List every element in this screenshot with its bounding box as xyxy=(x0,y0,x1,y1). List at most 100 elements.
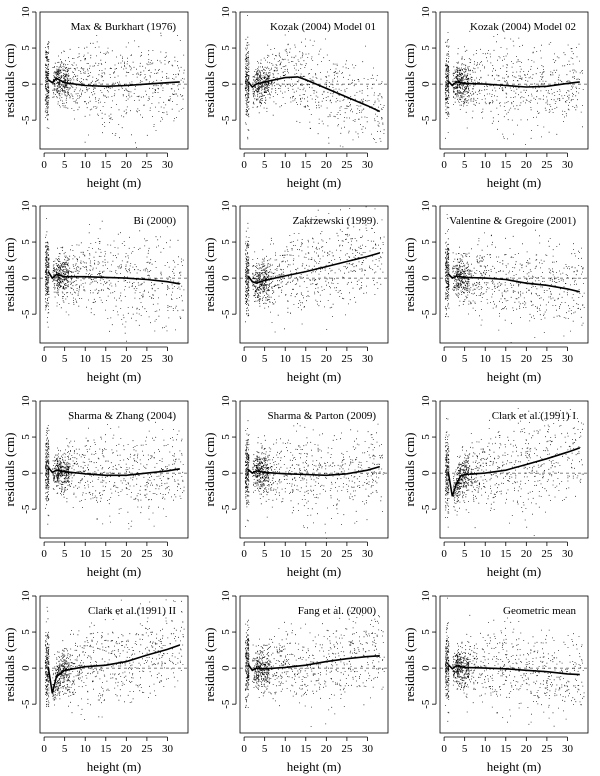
plot-frame xyxy=(39,11,189,150)
y-tick-label: 5 xyxy=(420,239,432,245)
x-tick-label: 10 xyxy=(80,353,92,365)
scatter-points xyxy=(44,218,185,342)
panel-title: Sharma & Parton (2009) xyxy=(268,410,377,422)
chart-panel: 0 5 10 15 20 25 30 height (m) -5 0 5 10 residuals (c… xyxy=(202,200,389,384)
x-tick-label: 30 xyxy=(562,743,574,755)
y-tick-label: 10 xyxy=(220,6,232,18)
y-tick-label: 0 xyxy=(420,470,432,476)
x-tick-label: 10 xyxy=(280,353,292,365)
x-tick-label: 5 xyxy=(262,743,268,755)
x-tick-label: 15 xyxy=(300,548,312,560)
y-axis-title: residuals (cm) xyxy=(202,627,217,701)
trend-line xyxy=(447,80,580,88)
x-tick-label: 30 xyxy=(362,353,374,365)
y-tick-label: -5 xyxy=(220,699,232,709)
x-tick-label: 5 xyxy=(62,159,68,171)
x-tick-label: 30 xyxy=(362,548,374,560)
chart-panel: 0 5 10 15 20 25 30 height (m) -5 0 5 10 residuals (c… xyxy=(2,395,189,579)
y-tick-label: 10 xyxy=(420,590,432,602)
x-tick-label: 10 xyxy=(80,743,92,755)
plot-frame xyxy=(439,205,589,344)
x-tick-label: 20 xyxy=(521,159,533,171)
y-axis-title: residuals (cm) xyxy=(402,237,417,311)
x-tick-label: 5 xyxy=(62,743,68,755)
y-tick-label: 10 xyxy=(420,6,432,18)
x-tick-label: 20 xyxy=(121,548,133,560)
x-tick-label: 0 xyxy=(441,548,447,560)
y-tick-label: 0 xyxy=(220,81,232,87)
trend-line xyxy=(247,76,381,113)
y-axis-title: residuals (cm) xyxy=(2,43,17,117)
x-tick-label: 5 xyxy=(62,353,68,365)
y-tick-label: 5 xyxy=(20,45,32,51)
x-tick-label: 10 xyxy=(280,548,292,560)
x-tick-label: 25 xyxy=(341,353,353,365)
panel-title: Zakrzewski (1999) xyxy=(293,215,377,227)
x-tick-label: 15 xyxy=(500,159,512,171)
y-axis-title: residuals (cm) xyxy=(402,43,417,117)
y-tick-label: 0 xyxy=(220,275,232,281)
x-axis-title: height (m) xyxy=(87,369,142,384)
y-tick-label: -5 xyxy=(220,115,232,125)
y-tick-label: 0 xyxy=(20,665,32,671)
x-tick-label: 15 xyxy=(300,353,312,365)
chart-panel: 0 5 10 15 20 25 30 height (m) -5 0 5 10 residuals (c… xyxy=(402,395,589,579)
x-tick-label: 30 xyxy=(362,159,374,171)
panel-title: Max & Burkhart (1976) xyxy=(71,21,177,33)
x-tick-label: 15 xyxy=(300,159,312,171)
y-tick-label: 0 xyxy=(420,275,432,281)
scatter-point-cloud xyxy=(44,26,185,148)
scatter-point-cloud xyxy=(445,597,585,727)
chart-panel: 0 5 10 15 20 25 30 height (m) -5 0 5 10 residuals (c… xyxy=(402,590,589,774)
y-tick-label: 5 xyxy=(220,45,232,51)
y-tick-label: 10 xyxy=(220,200,232,212)
trend-line xyxy=(47,77,180,88)
x-tick-label: 15 xyxy=(100,353,112,365)
x-tick-label: 20 xyxy=(521,353,533,365)
x-tick-label: 25 xyxy=(141,548,153,560)
trend-line xyxy=(47,271,180,285)
scatter-point-cloud xyxy=(44,218,185,342)
y-tick-label: -5 xyxy=(20,504,32,514)
y-tick-label: 10 xyxy=(20,590,32,602)
x-axis-title: height (m) xyxy=(287,369,342,384)
x-axis-title: height (m) xyxy=(487,369,542,384)
panel-title: Clark et al.(1991) I xyxy=(492,410,577,422)
trend-line xyxy=(447,273,580,293)
scatter-point-cloud xyxy=(44,599,185,720)
trend-line xyxy=(247,655,380,672)
x-tick-label: 5 xyxy=(462,548,468,560)
x-tick-label: 20 xyxy=(121,743,133,755)
y-tick-label: -5 xyxy=(220,309,232,319)
y-axis-title: residuals (cm) xyxy=(402,627,417,701)
x-tick-label: 5 xyxy=(262,353,268,365)
y-tick-label: -5 xyxy=(420,504,432,514)
x-tick-label: 25 xyxy=(141,159,153,171)
y-tick-label: 5 xyxy=(420,434,432,440)
x-axis-title: height (m) xyxy=(87,175,142,190)
plot-frame xyxy=(439,400,589,539)
x-tick-label: 25 xyxy=(141,353,153,365)
x-tick-label: 10 xyxy=(480,548,492,560)
trend-line xyxy=(447,447,581,497)
plot-frame xyxy=(239,595,389,734)
y-axis-title: residuals (cm) xyxy=(2,627,17,701)
y-tick-label: -5 xyxy=(20,699,32,709)
scatter-points xyxy=(245,606,385,727)
scatter-point-cloud xyxy=(444,408,584,536)
x-axis-title: height (m) xyxy=(487,564,542,579)
panel-title: Kozak (2004) Model 01 xyxy=(270,21,376,33)
plot-frame xyxy=(439,595,589,734)
scatter-point-cloud xyxy=(244,414,385,539)
chart-panel: 0 5 10 15 20 25 30 height (m) -5 0 5 10 residuals (c… xyxy=(202,6,389,190)
x-tick-label: 20 xyxy=(321,743,333,755)
y-tick-label: 10 xyxy=(420,200,432,212)
x-tick-label: 10 xyxy=(480,353,492,365)
y-tick-label: 5 xyxy=(220,239,232,245)
y-tick-label: -5 xyxy=(420,699,432,709)
x-axis-title: height (m) xyxy=(287,175,342,190)
plot-frame xyxy=(39,400,189,539)
x-tick-label: 0 xyxy=(41,548,47,560)
x-tick-label: 30 xyxy=(162,159,174,171)
x-tick-label: 0 xyxy=(241,159,247,171)
